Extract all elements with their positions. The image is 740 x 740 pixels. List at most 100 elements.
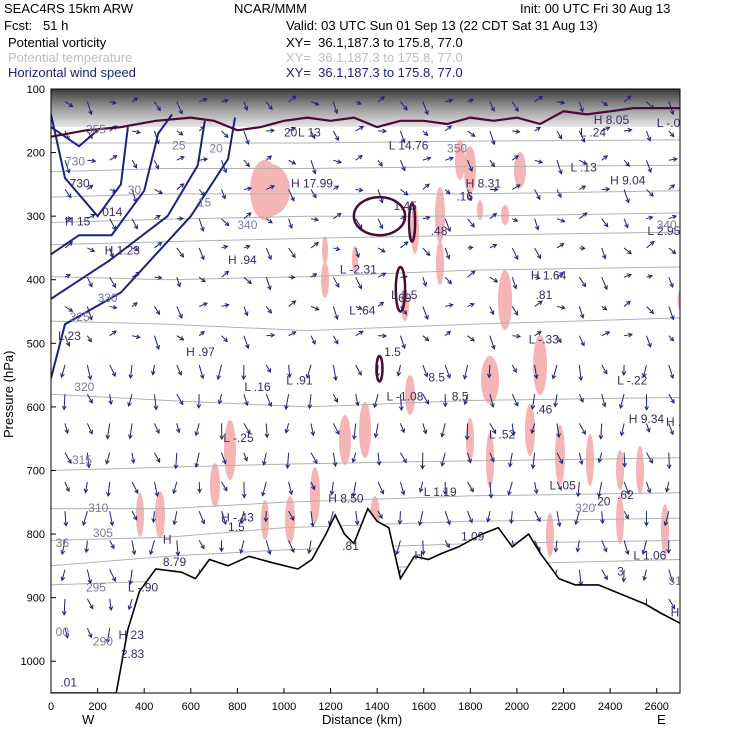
y-tick-label: 400 <box>27 275 45 287</box>
hl-label: 014 <box>102 205 122 219</box>
theta-contour-320 <box>51 393 680 408</box>
wind-vector <box>666 452 672 470</box>
wind-vector <box>198 302 208 307</box>
wind-vector <box>579 245 586 251</box>
wind-vector <box>310 242 319 249</box>
pv-shading-cell <box>555 425 565 485</box>
wind-vector <box>287 364 292 379</box>
x-east-label: E <box>657 712 666 727</box>
wind-vector <box>422 215 431 221</box>
wind-vector <box>578 101 584 113</box>
wind-vector <box>86 569 93 585</box>
wind-vector <box>288 126 296 132</box>
wind-vector <box>556 272 565 278</box>
wind-vector <box>243 159 251 168</box>
wind-vector <box>509 511 514 525</box>
x-tick-label: 1400 <box>365 701 389 713</box>
wind-vector <box>422 156 432 161</box>
wind-vector <box>621 364 627 376</box>
wind-vector <box>444 364 451 379</box>
pv-shading-cell <box>466 418 474 462</box>
wind-vector <box>175 540 181 557</box>
theta-contour-300 <box>51 539 680 567</box>
wind-vector <box>534 330 542 337</box>
wind-vector <box>668 364 675 380</box>
wind-vector <box>668 247 677 255</box>
hl-label: L -.25 <box>223 431 254 445</box>
wind-vector <box>288 481 294 496</box>
wind-vector <box>553 540 559 553</box>
wind-vector <box>598 423 604 440</box>
wind-vector <box>644 394 649 411</box>
wind-vector <box>444 276 453 285</box>
wind-vector <box>176 335 185 341</box>
theta-contour-350 <box>51 164 680 173</box>
wind-vector <box>422 183 430 190</box>
wind-vector <box>198 330 205 337</box>
wind-vector <box>377 247 386 253</box>
wind-vector <box>668 130 675 138</box>
wind-vector <box>668 569 675 583</box>
wind-vector <box>376 452 382 467</box>
field-theta-xy: XY= 36.1,187.3 to 175.8, 77.0 <box>286 50 463 65</box>
wind-vector <box>310 273 318 278</box>
wind-vector <box>265 101 273 111</box>
wind-vector <box>217 394 223 405</box>
wind-vector <box>305 364 312 380</box>
wind-vector <box>176 130 184 136</box>
hl-label: .46 <box>536 402 553 416</box>
wind-vector <box>512 217 519 222</box>
wind-vector <box>422 101 429 116</box>
wind-vector <box>288 540 295 554</box>
wind-vector <box>332 423 340 436</box>
hl-label: .01 <box>60 676 77 690</box>
wind-vector <box>64 274 71 279</box>
wind-vector <box>265 247 272 261</box>
wind-vector <box>489 276 499 283</box>
wind-vector <box>444 218 451 233</box>
wind-vector <box>399 423 406 434</box>
wind-vector <box>623 481 630 495</box>
wind-vector <box>618 394 625 410</box>
wind-vector <box>601 394 607 408</box>
hl-label: H 9.04 <box>610 173 646 187</box>
wind-vector <box>444 330 452 337</box>
x-tick-label: 2600 <box>644 701 668 713</box>
wind-vector <box>530 452 536 470</box>
pv-shading-cell <box>436 241 444 285</box>
wind-vector <box>400 241 409 249</box>
wind-vector <box>266 128 276 134</box>
wind-vector <box>127 598 133 611</box>
wind-vector <box>556 160 563 175</box>
wind-vector <box>105 628 111 644</box>
hl-label: L -.33 <box>529 332 560 346</box>
wind-vector <box>176 393 184 406</box>
pv-shading-cell <box>224 420 236 480</box>
pv-shading-cell <box>677 290 680 310</box>
wind-vector <box>64 160 71 174</box>
wind-vector <box>579 159 588 165</box>
wind-vector <box>64 130 70 141</box>
contour-label: 730 <box>65 154 85 168</box>
wind-vector <box>172 511 178 526</box>
wind-vector <box>668 393 675 404</box>
wind-vector <box>151 511 157 524</box>
wind-vector <box>108 598 114 612</box>
pv-shading-cell <box>546 513 554 557</box>
wind-vector <box>510 423 516 437</box>
wind-vector <box>150 364 156 376</box>
wind-vector <box>530 394 536 410</box>
wind-vector <box>422 423 428 435</box>
wind-vector <box>219 423 225 441</box>
wind-vector <box>467 481 474 493</box>
wind-vector <box>221 98 229 104</box>
hl-label: L .16 <box>244 380 271 394</box>
wind-vector <box>172 481 178 495</box>
wind-vector <box>601 247 607 260</box>
wind-vector <box>243 212 252 220</box>
wind-vector <box>333 159 343 164</box>
wind-vector <box>355 305 363 310</box>
wind-vector <box>153 394 159 411</box>
wind-vector <box>422 277 428 287</box>
model-title: SEAC4RS 15km ARW <box>4 1 134 16</box>
